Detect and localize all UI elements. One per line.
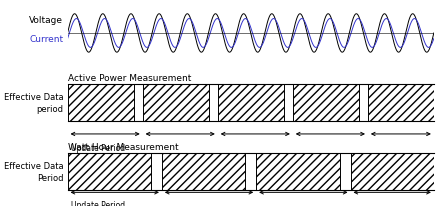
Text: Update Period: Update Period bbox=[71, 144, 126, 153]
Bar bbox=[218, 84, 284, 121]
Text: Update Period: Update Period bbox=[71, 201, 126, 206]
Bar bbox=[256, 153, 340, 190]
Text: period: period bbox=[36, 105, 63, 114]
Text: Watt Hour Measurement: Watt Hour Measurement bbox=[68, 143, 178, 152]
Text: Active Power Measurement: Active Power Measurement bbox=[68, 74, 191, 83]
Text: Voltage: Voltage bbox=[29, 16, 63, 25]
Bar bbox=[68, 153, 151, 190]
Bar bbox=[293, 84, 359, 121]
Text: Current: Current bbox=[29, 35, 63, 44]
Bar bbox=[162, 153, 245, 190]
Bar bbox=[351, 153, 434, 190]
Bar bbox=[368, 84, 434, 121]
Bar bbox=[68, 84, 133, 121]
Text: Effective Data: Effective Data bbox=[3, 162, 63, 171]
Text: Period: Period bbox=[37, 174, 63, 183]
Bar bbox=[143, 84, 208, 121]
Text: Effective Data: Effective Data bbox=[3, 92, 63, 102]
